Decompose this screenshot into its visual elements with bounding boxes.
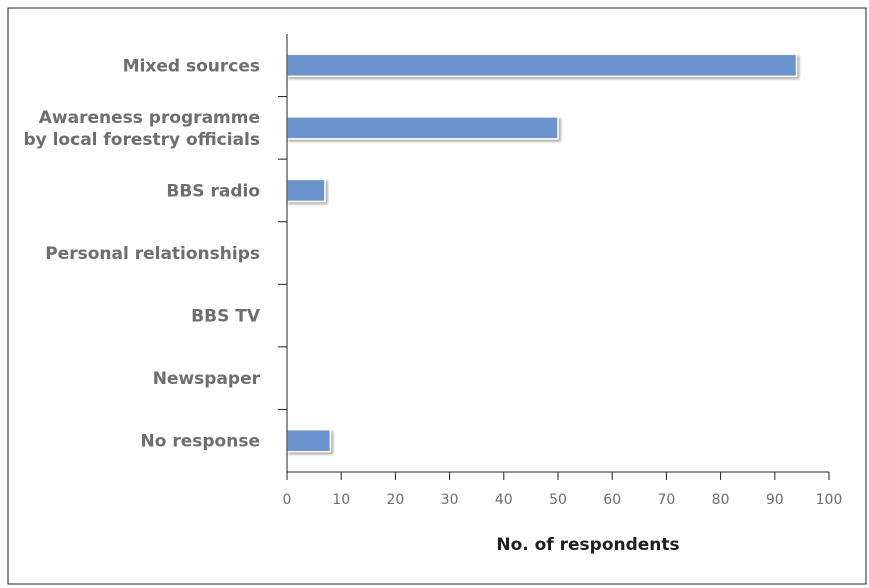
x-tick-label: 50 <box>549 492 567 508</box>
chart-border <box>7 7 867 585</box>
x-tick-label: 10 <box>332 492 350 508</box>
x-tick-label: 80 <box>712 492 730 508</box>
bar <box>286 53 798 78</box>
category-label: No response <box>141 432 260 452</box>
bars-group <box>286 53 798 453</box>
x-axis-title: No. of respondents <box>496 535 679 555</box>
x-tick-label: 0 <box>283 492 292 508</box>
bar <box>286 178 326 203</box>
bar <box>286 428 332 453</box>
x-tick-label: 40 <box>495 492 513 508</box>
category-label: BBS TV <box>191 307 261 327</box>
category-label: Personal relationships <box>45 244 260 264</box>
x-tick-label: 30 <box>441 492 459 508</box>
x-tick-label: 100 <box>816 492 843 508</box>
x-axis-ticks: 0 10 20 30 40 50 60 70 80 90 100 <box>283 472 843 508</box>
category-label: Mixed sources <box>123 56 260 76</box>
x-tick-label: 60 <box>603 492 621 508</box>
category-label: Newspaper <box>153 369 261 389</box>
category-label: by local forestry officials <box>23 130 260 150</box>
x-tick-label: 20 <box>386 492 404 508</box>
x-tick-label: 70 <box>657 492 675 508</box>
x-tick-label: 90 <box>766 492 784 508</box>
bar <box>286 116 559 140</box>
category-label: BBS radio <box>166 181 260 201</box>
category-label: Awareness programme <box>39 108 260 128</box>
